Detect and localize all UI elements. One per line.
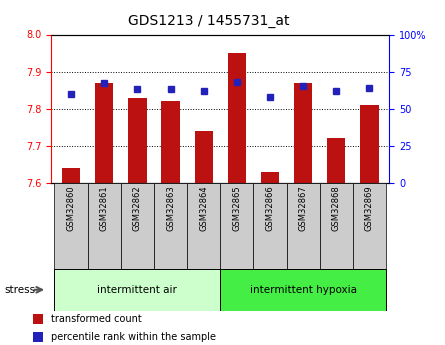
Text: GSM32867: GSM32867 [299,186,307,231]
Bar [95,83,113,183]
Bar [294,83,312,183]
Text: transformed count: transformed count [51,314,142,324]
Bar [360,105,379,183]
Text: intermittent hypoxia: intermittent hypoxia [250,285,356,295]
Text: GSM32860: GSM32860 [67,186,76,231]
Text: GSM32861: GSM32861 [100,186,109,231]
Text: stress: stress [4,285,36,295]
Bar [327,138,345,183]
Text: GSM32866: GSM32866 [266,186,275,231]
Text: GSM32863: GSM32863 [166,186,175,231]
Bar [54,269,220,310]
Bar [88,183,121,269]
Bar [228,53,246,183]
Text: GDS1213 / 1455731_at: GDS1213 / 1455731_at [129,14,290,28]
Text: percentile rank within the sample: percentile rank within the sample [51,332,215,342]
Bar [154,183,187,269]
Bar [54,183,88,269]
Bar [261,172,279,183]
Bar [62,168,80,183]
Bar [162,101,180,183]
Bar [287,183,320,269]
Bar [353,183,386,269]
Bar [320,183,353,269]
Bar [128,98,146,183]
Bar [220,183,254,269]
Bar [32,314,43,324]
Bar [254,183,287,269]
Text: GSM32862: GSM32862 [133,186,142,231]
Bar [194,131,213,183]
Text: GSM32864: GSM32864 [199,186,208,231]
Bar [32,332,43,342]
Text: GSM32865: GSM32865 [232,186,241,231]
Bar [220,269,386,310]
Text: GSM32869: GSM32869 [365,186,374,231]
Bar [121,183,154,269]
Bar [187,183,220,269]
Text: GSM32868: GSM32868 [332,186,341,231]
Text: intermittent air: intermittent air [97,285,177,295]
